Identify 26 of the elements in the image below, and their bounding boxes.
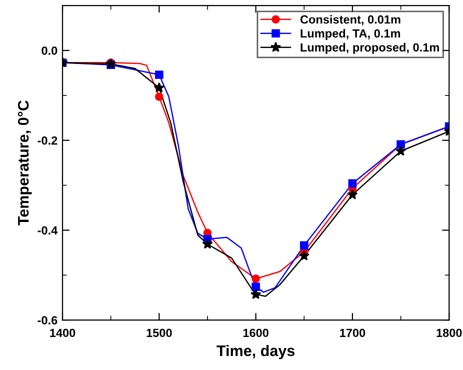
x-tick-label: 1400: [50, 328, 76, 338]
x-tick-label: 1500: [146, 328, 172, 338]
point: [154, 70, 164, 79]
point: [348, 179, 357, 188]
point: [298, 250, 310, 260]
y-tick-label: -0.2: [38, 136, 58, 145]
point: [154, 82, 164, 92]
y-axis-title: Temperature, 0°C: [18, 100, 32, 226]
y-tick-label: -0.6: [38, 316, 58, 324]
point: [395, 146, 406, 156]
point: [250, 288, 262, 300]
y-tick-label: -0.4: [38, 226, 58, 235]
point: [252, 282, 260, 291]
point: [252, 274, 260, 283]
legend-label: Lumped, proposed, 0.1m: [300, 42, 439, 54]
x-tick-label: 1700: [340, 328, 366, 338]
legend-label: Lumped, TA, 0.1m: [300, 28, 400, 40]
point: [347, 189, 358, 200]
x-axis-title: Time, days: [216, 344, 295, 360]
y-tick-label: 0.0: [42, 46, 58, 55]
x-tick-label: 1600: [243, 328, 268, 338]
point: [202, 238, 213, 249]
point: [154, 92, 164, 101]
x-tick-label: 1800: [436, 328, 462, 338]
legend-label: Consistent, 0.01m: [300, 14, 400, 26]
point: [300, 241, 308, 250]
